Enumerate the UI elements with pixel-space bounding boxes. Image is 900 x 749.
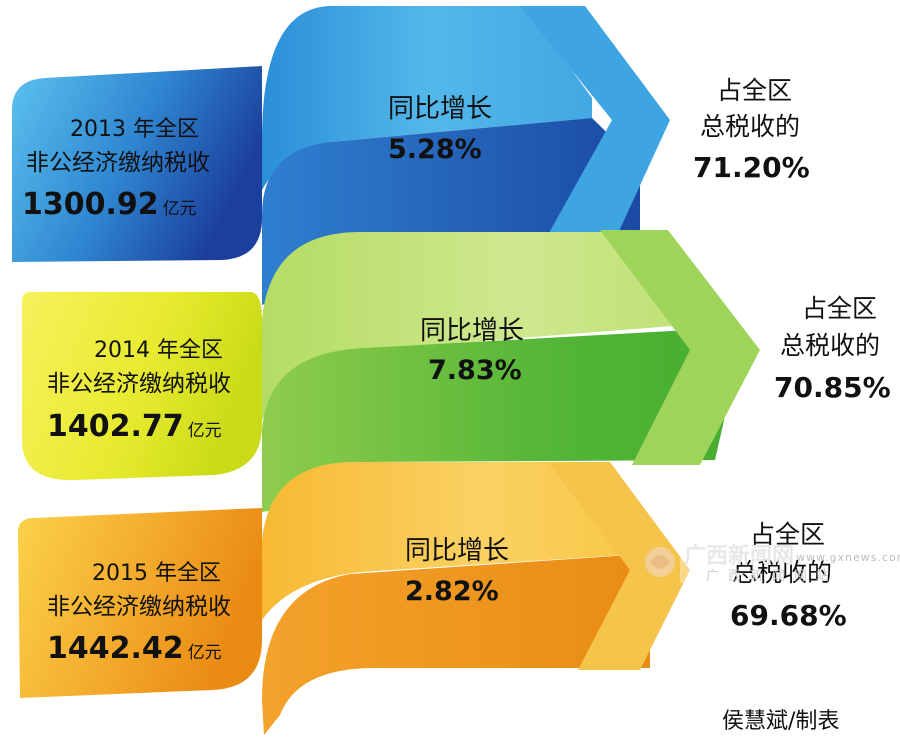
- credit-text: 侯慧斌/制表: [722, 709, 840, 734]
- year-label-2014: 2014 年全区: [94, 338, 223, 363]
- amount-value-2015: 1442.42: [47, 631, 184, 666]
- share-label2-2014: 总税收的: [780, 331, 881, 360]
- blue-ribbon-top: [262, 6, 592, 190]
- share-label2-2013: 总税收的: [700, 112, 801, 141]
- share-label1-2013: 占全区: [717, 76, 793, 105]
- blue-ribbon-bottom: [262, 118, 640, 305]
- share-value-2014: 70.85%: [774, 371, 891, 404]
- amount-2015: 1442.42 亿元: [47, 634, 222, 664]
- share-label2-2015: 总税收的: [732, 558, 833, 587]
- share-value-2013: 71.20%: [693, 151, 810, 184]
- growth-value-2013: 5.28%: [388, 134, 482, 165]
- watermark-subtitle: 广西新闻网站: [706, 569, 839, 584]
- watermark-logo-text: 广西新闻网: [684, 543, 795, 569]
- watermark-logo-icon: [645, 547, 675, 577]
- amount-unit-2015: 亿元: [187, 643, 222, 663]
- share-label1-2015: 占全区: [750, 520, 826, 549]
- watermark-url: www.gxnews.com.cn: [796, 551, 900, 564]
- amount-2013: 1300.92 亿元: [22, 190, 197, 220]
- amount-value-2014: 1402.77: [47, 409, 184, 444]
- orange-ribbon-bottom: [262, 555, 650, 735]
- orange-chevron: [548, 462, 690, 670]
- amount-value-2013: 1300.92: [22, 187, 159, 222]
- box-2014: [22, 292, 262, 481]
- share-value-2015: 69.68%: [730, 599, 847, 632]
- watermark-band: [680, 547, 900, 583]
- year-label-2015: 2015 年全区: [92, 561, 221, 586]
- orange-ribbon-top: [262, 462, 625, 620]
- green-chevron: [600, 230, 760, 465]
- category-label-2015: 非公经济缴纳税收: [47, 594, 231, 620]
- green-ribbon-top: [262, 232, 685, 420]
- category-label-2014: 非公经济缴纳税收: [47, 371, 231, 397]
- growth-value-2015: 2.82%: [405, 576, 499, 607]
- amount-unit-2013: 亿元: [162, 199, 197, 219]
- blue-chevron: [520, 6, 670, 240]
- box-2015: [18, 508, 262, 698]
- share-label1-2014: 占全区: [802, 294, 878, 323]
- growth-label-2015: 同比增长: [405, 536, 510, 566]
- growth-value-2014: 7.83%: [428, 355, 522, 386]
- year-label-2013: 2013 年全区: [70, 117, 199, 142]
- amount-2014: 1402.77 亿元: [47, 412, 222, 442]
- amount-unit-2014: 亿元: [187, 421, 222, 441]
- category-label-2013: 非公经济缴纳税收: [26, 150, 210, 176]
- growth-label-2014: 同比增长: [420, 316, 525, 346]
- growth-label-2013: 同比增长: [388, 94, 493, 124]
- box-2013: [12, 66, 262, 262]
- green-ribbon-bottom: [262, 330, 735, 512]
